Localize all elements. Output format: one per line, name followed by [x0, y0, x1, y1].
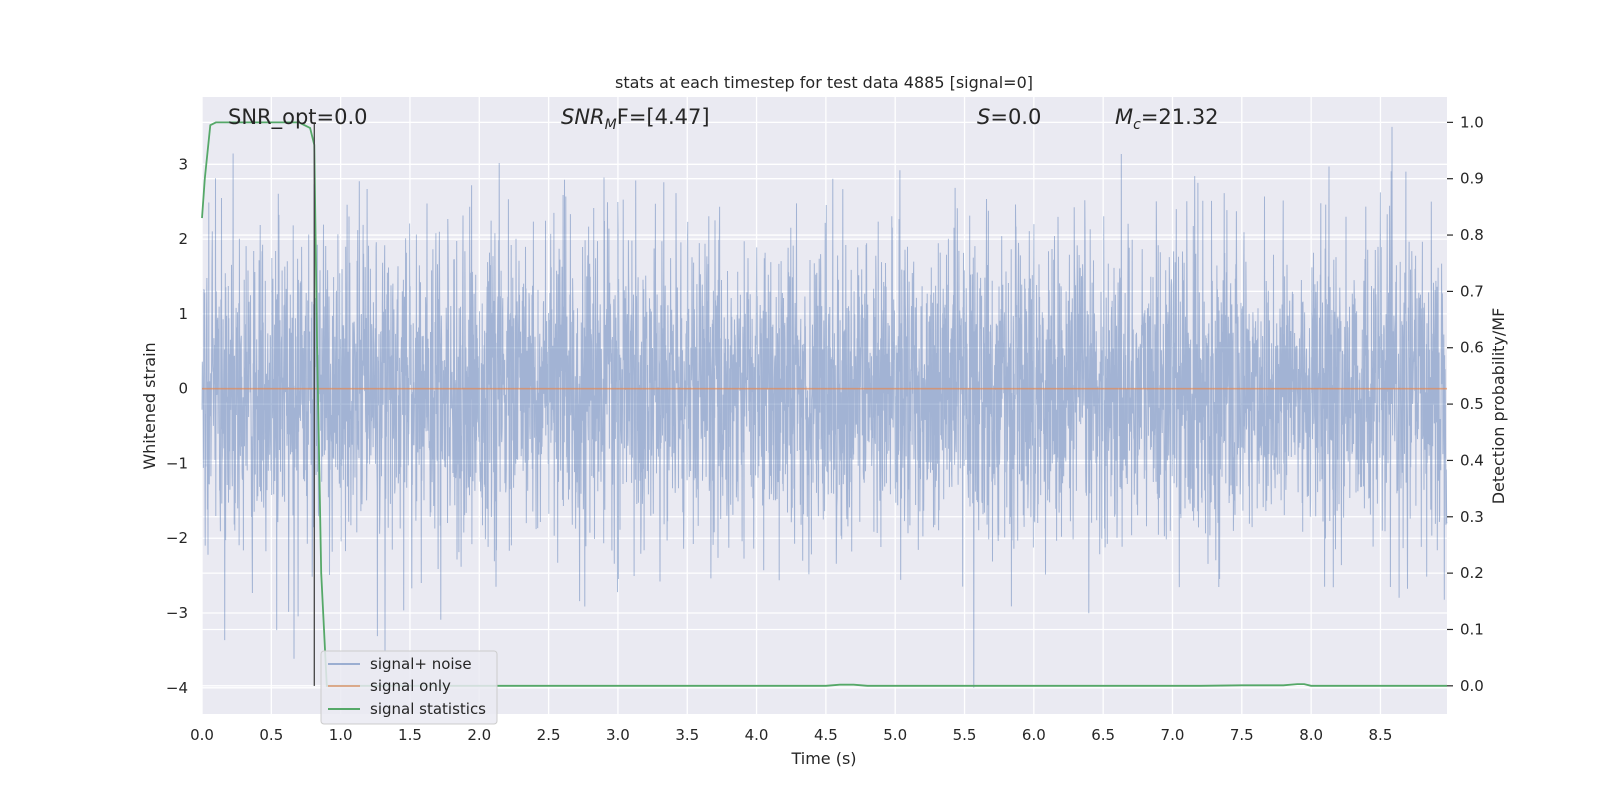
y2-tick-label: 0.5: [1460, 395, 1484, 413]
y2-tick-label: 0.1: [1460, 620, 1484, 638]
x-tick-label: 3.5: [675, 726, 699, 744]
legend-box: [320, 650, 498, 725]
x-tick-label: 8.5: [1369, 726, 1393, 744]
annotation-snr-mf: SNRMF=[4.47]: [561, 105, 710, 133]
y-tick-label: 2: [178, 230, 188, 248]
y2-tick-label: 0.2: [1460, 564, 1484, 582]
x-tick-label: 6.0: [1022, 726, 1046, 744]
chart-title: stats at each timestep for test data 488…: [615, 73, 1033, 92]
y-tick-label: −2: [166, 529, 188, 547]
x-tick-label: 1.5: [398, 726, 422, 744]
y-tick-label: 1: [178, 305, 188, 323]
x-axis-label: Time (s): [790, 749, 856, 768]
y2-tick-label: 0.3: [1460, 508, 1484, 526]
y-tick-label: 3: [178, 155, 188, 173]
x-tick-label: 2.0: [467, 726, 491, 744]
x-tick-label: 6.5: [1091, 726, 1115, 744]
y-tick-label: −1: [166, 454, 188, 472]
y-tick-label: −4: [166, 679, 188, 697]
x-tick-label: 1.0: [329, 726, 353, 744]
y-tick-label: 0: [178, 380, 188, 398]
x-tick-label: 4.5: [814, 726, 838, 744]
y-ticks: 3 2 1 0 −1 −2 −3 −4: [166, 155, 188, 697]
y2-tick-label: 0.9: [1460, 170, 1484, 188]
x-tick-label: 4.0: [745, 726, 769, 744]
annotation-snr-opt: SNR_opt=0.0: [228, 105, 368, 130]
y2-ticks: 1.0 0.9 0.8 0.7 0.6 0.5 0.4 0.3 0.2 0.1 0.0: [1447, 113, 1484, 695]
noise-series: [201, 126, 1448, 688]
y-axis-label: Whitened strain: [140, 342, 159, 469]
x-ticks: 0.0 0.5 1.0 1.5 2.0 2.5 3.0 3.5 4.0 4.5 5.0 5.5 6.0 6…: [190, 726, 1392, 744]
x-tick-label: 5.5: [953, 726, 977, 744]
y2-tick-label: 0.7: [1460, 282, 1484, 300]
x-tick-label: 0.5: [259, 726, 283, 744]
annotation-mc: Mc=21.32: [1115, 105, 1219, 133]
y2-tick-label: 0.4: [1460, 451, 1484, 469]
y2-axis-label: Detection probability/MF: [1489, 308, 1508, 505]
legend-label-stats: signal statistics: [370, 700, 486, 718]
legend-label-noise: signal+ noise: [370, 655, 472, 673]
x-tick-label: 2.5: [537, 726, 561, 744]
y-tick-label: −3: [166, 604, 188, 622]
y2-tick-label: 0.6: [1460, 339, 1484, 357]
legend: signal+ noise signal only signal statist…: [320, 650, 498, 725]
noise-line: [201, 126, 1448, 688]
y2-tick-label: 1.0: [1460, 113, 1484, 131]
annotation-s: S=0.0: [977, 105, 1041, 129]
x-tick-label: 8.0: [1299, 726, 1323, 744]
y2-tick-label: 0.8: [1460, 226, 1484, 244]
x-tick-label: 3.0: [606, 726, 630, 744]
y2-tick-label: 0.0: [1460, 677, 1484, 695]
x-tick-label: 5.0: [883, 726, 907, 744]
legend-label-signal: signal only: [370, 677, 451, 695]
x-tick-label: 7.0: [1161, 726, 1185, 744]
x-tick-label: 0.0: [190, 726, 214, 744]
x-tick-label: 7.5: [1230, 726, 1254, 744]
